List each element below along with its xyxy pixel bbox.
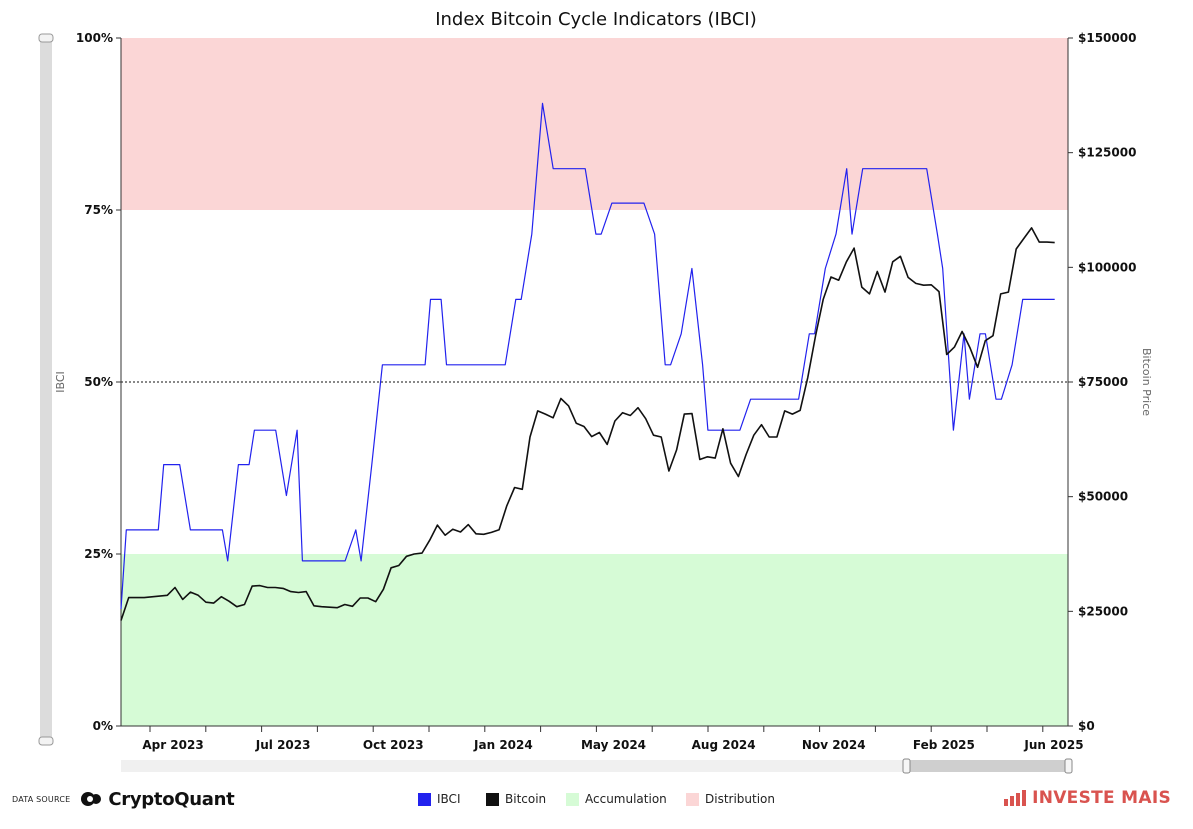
bar-chart-logo-icon bbox=[1004, 790, 1027, 806]
x-tick-label: May 2024 bbox=[581, 738, 646, 752]
zone-accumulation bbox=[121, 554, 1068, 726]
y-left-axis-title: IBCI bbox=[54, 371, 67, 393]
y-left-tick-label: 75% bbox=[84, 203, 113, 217]
cryptoquant-logo-icon bbox=[81, 792, 102, 806]
data-source-label: DATA SOURCE bbox=[12, 794, 71, 804]
y-right-axis-title: Bitcoin Price bbox=[1140, 348, 1153, 416]
y-left-tick-label: 25% bbox=[84, 547, 113, 561]
x-tick-label: Feb 2025 bbox=[913, 738, 975, 752]
y-left-tick-label: 100% bbox=[76, 31, 113, 45]
y-left-tick-label: 50% bbox=[84, 375, 113, 389]
legend: IBCI Bitcoin Accumulation Distribution bbox=[0, 790, 1193, 810]
legend-item-distribution[interactable]: Distribution bbox=[686, 790, 775, 808]
y-right-tick-label: $25000 bbox=[1078, 604, 1128, 618]
x-tick-label: Nov 2024 bbox=[802, 738, 866, 752]
legend-item-ibci[interactable]: IBCI bbox=[418, 790, 460, 808]
legend-swatch-accumulation bbox=[566, 792, 579, 806]
y-right-tick-label: $0 bbox=[1078, 719, 1095, 733]
x-tick-label: Oct 2023 bbox=[363, 738, 424, 752]
legend-label-ibci: IBCI bbox=[437, 792, 461, 806]
series-line-bitcoin bbox=[120, 227, 1055, 621]
x-tick-label: Jun 2025 bbox=[1023, 738, 1083, 752]
legend-swatch-ibci bbox=[418, 792, 431, 806]
legend-label-accumulation: Accumulation bbox=[585, 792, 667, 806]
brand: INVESTE MAIS bbox=[1003, 786, 1171, 810]
y-right-tick-label: $125000 bbox=[1078, 146, 1136, 160]
legend-label-distribution: Distribution bbox=[705, 792, 776, 806]
legend-swatch-distribution bbox=[686, 792, 699, 806]
series-line-ibci bbox=[120, 102, 1055, 610]
brand-name: INVESTE MAIS bbox=[1032, 788, 1171, 808]
x-tick-label: Jul 2023 bbox=[255, 738, 311, 752]
y-left-tick-label: 0% bbox=[93, 719, 113, 733]
navigator-handle-left bbox=[902, 758, 911, 774]
y-right-tick-label: $50000 bbox=[1078, 490, 1128, 504]
vertical-range-handle-bottom bbox=[38, 736, 54, 746]
navigator-handle-right bbox=[1064, 758, 1073, 774]
y-right-tick-label: $75000 bbox=[1078, 375, 1128, 389]
vertical-range-scrollbar bbox=[40, 36, 52, 742]
x-tick-label: Jan 2024 bbox=[473, 738, 533, 752]
y-right-tick-label: $100000 bbox=[1078, 260, 1136, 274]
x-tick-label: Apr 2023 bbox=[142, 738, 203, 752]
zone-distribution bbox=[121, 38, 1068, 210]
x-tick-label: Aug 2024 bbox=[692, 738, 756, 752]
legend-label-bitcoin: Bitcoin bbox=[505, 792, 547, 806]
legend-item-bitcoin[interactable]: Bitcoin bbox=[486, 790, 546, 808]
navigator-selection bbox=[906, 760, 1070, 772]
legend-item-accumulation[interactable]: Accumulation bbox=[566, 790, 667, 808]
data-source-name: CryptoQuant bbox=[108, 788, 235, 810]
navigator-track bbox=[121, 760, 1068, 772]
plot-area: 0% 25% 50% 75% 100% $0 $25000 $50000 $75000 $1000… bbox=[38, 31, 1153, 774]
data-source: DATA SOURCE CryptoQuant bbox=[12, 788, 235, 810]
y-right-tick-label: $150000 bbox=[1078, 31, 1136, 45]
vertical-range-handle-top bbox=[38, 33, 54, 43]
chart-title: Index Bitcoin Cycle Indicators (IBCI) bbox=[435, 9, 757, 30]
legend-swatch-bitcoin bbox=[486, 792, 499, 806]
